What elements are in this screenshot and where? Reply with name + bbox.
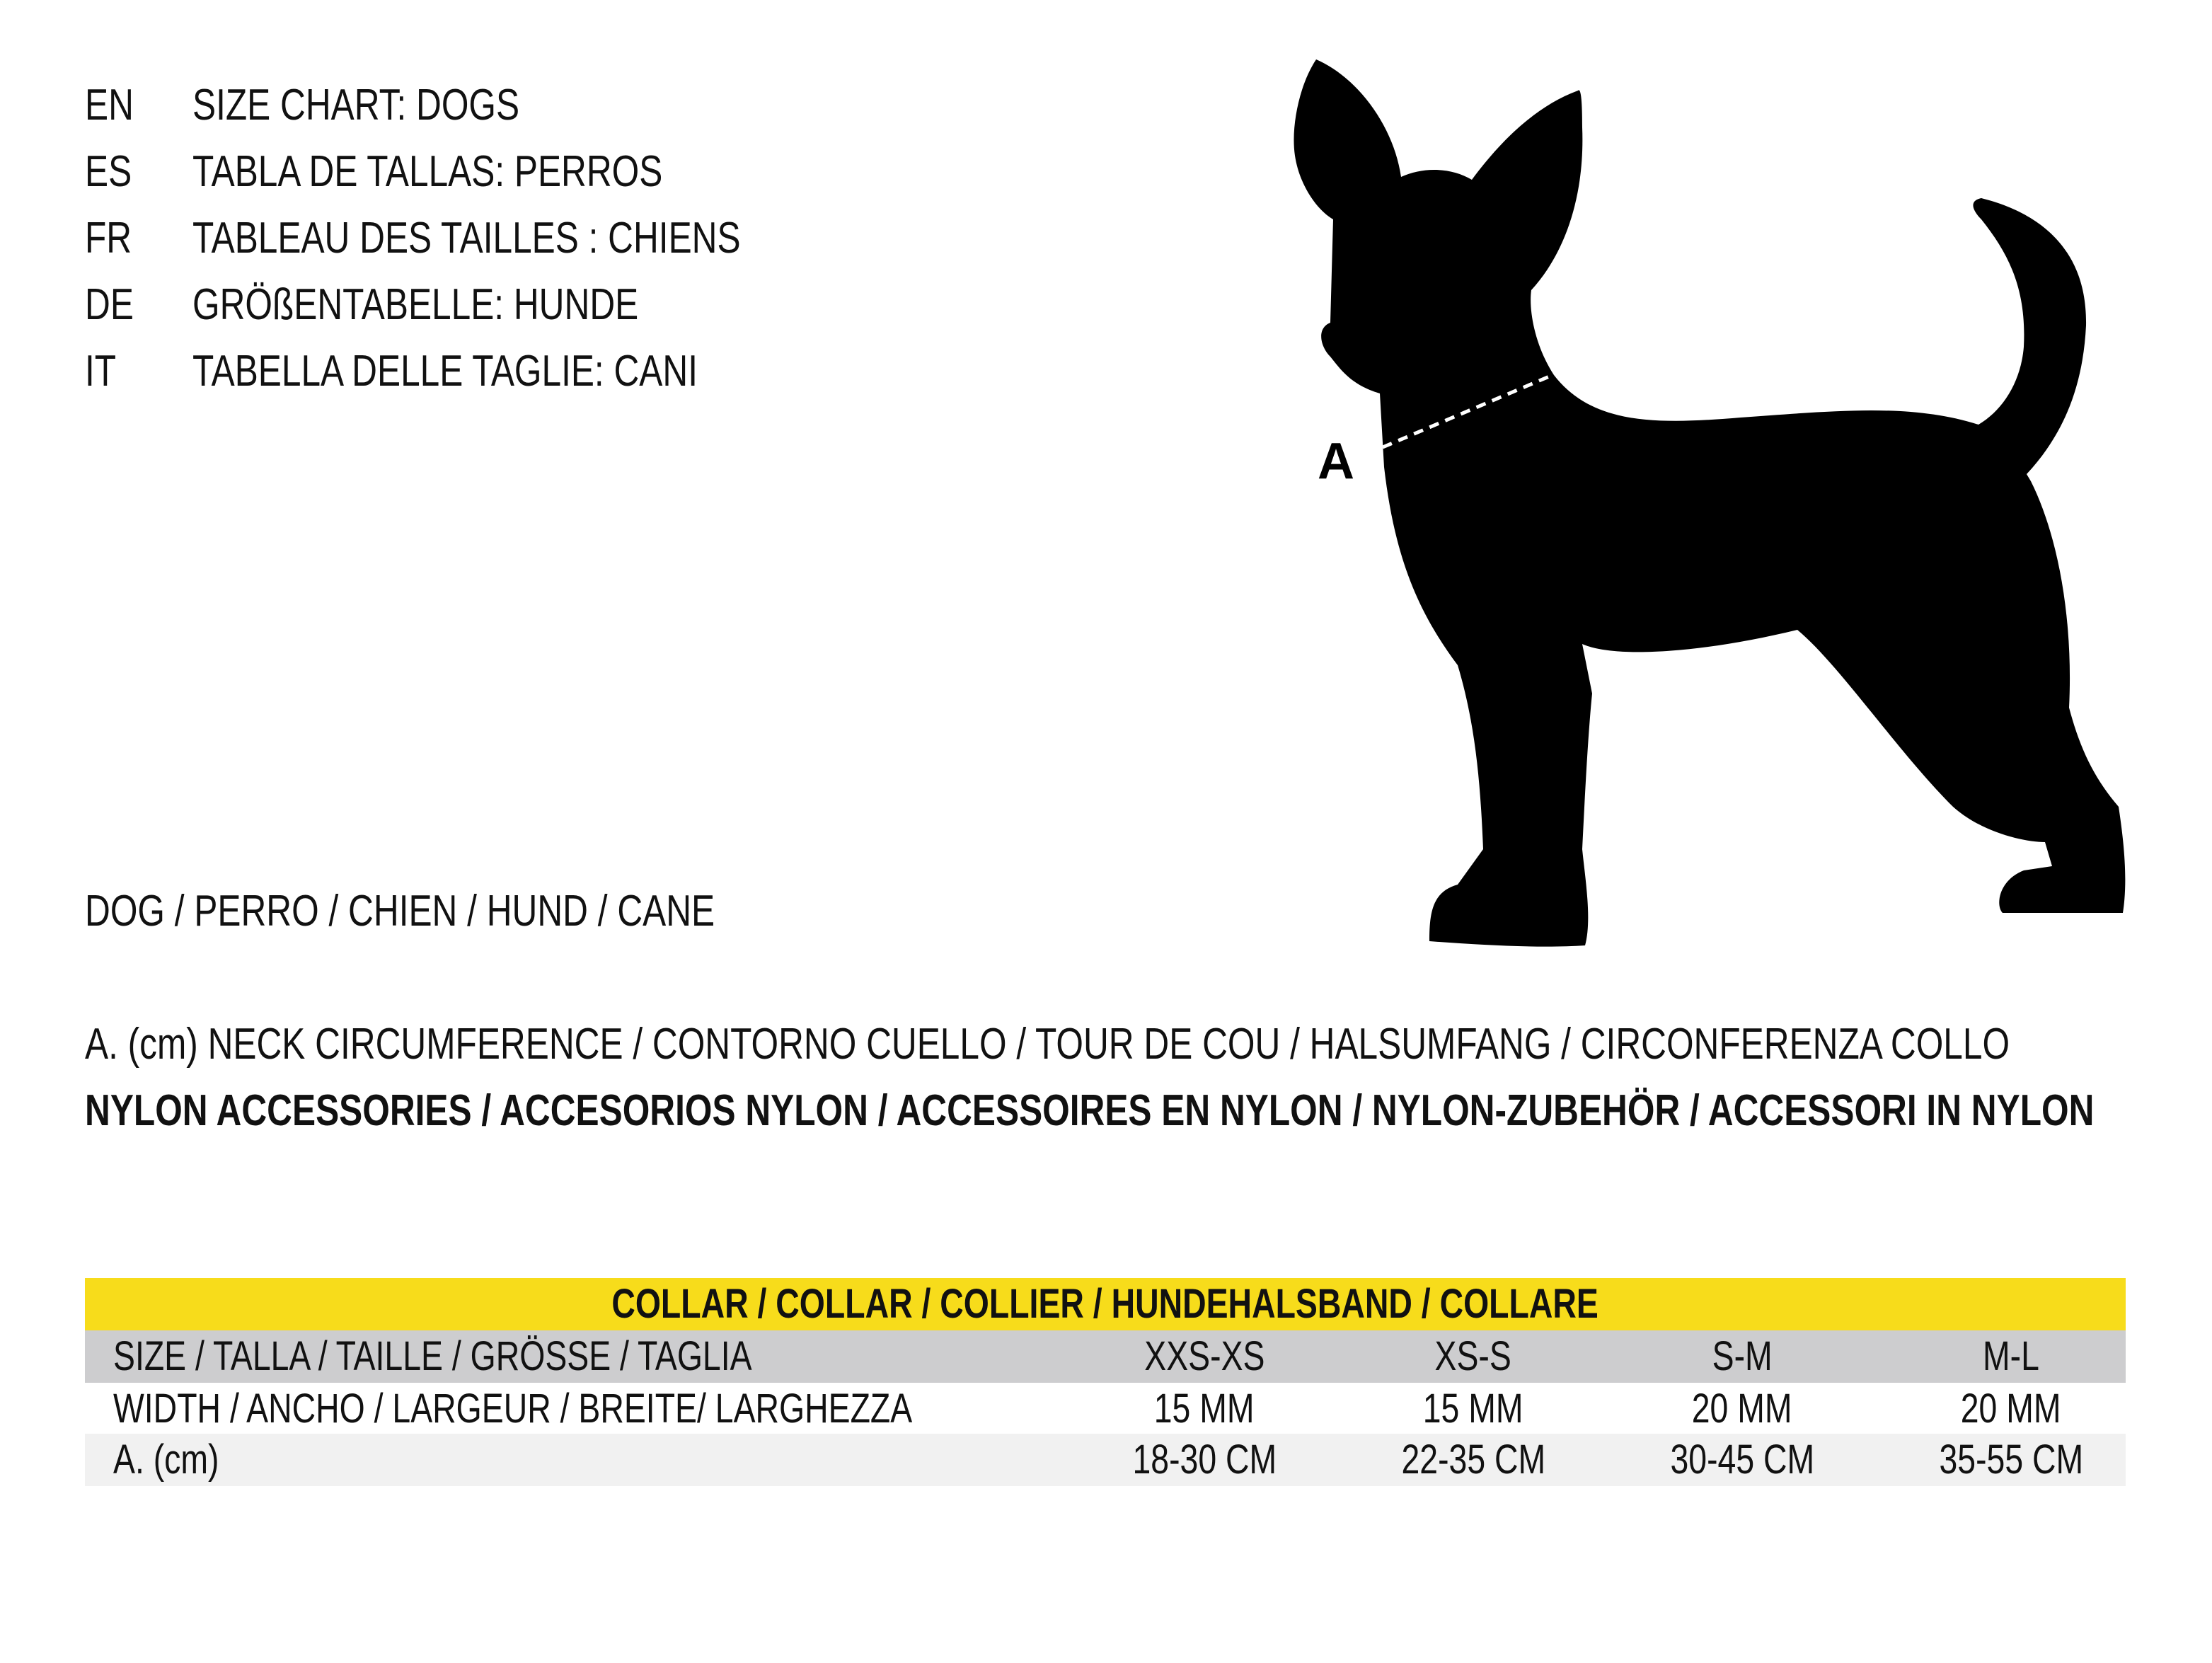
cell-value: 15 MM [1154, 1386, 1255, 1432]
row-label: SIZE / TALLA / TAILLE / GRÖSSE / TAGLIA [113, 1333, 752, 1379]
cell-value: M-L [1983, 1333, 2039, 1379]
measure-description: A. (cm) NECK CIRCUMFERENCE / CONTORNO CU… [85, 1023, 2212, 1066]
measure-description-text: A. (cm) NECK CIRCUMFERENCE / CONTORNO CU… [85, 1020, 2010, 1069]
lang-code: FR [85, 214, 132, 263]
dog-body [1294, 59, 2126, 947]
cell-value: 30-45 CM [1670, 1437, 1814, 1483]
lang-code: IT [85, 347, 117, 396]
table-row: A. (cm) 18-30 CM 22-35 CM 30-45 CM 35-55… [85, 1434, 2126, 1486]
lang-code: EN [85, 81, 134, 130]
dog-label: DOG / PERRO / CHIEN / HUND / CANE [85, 890, 872, 933]
table-row: SIZE / TALLA / TAILLE / GRÖSSE / TAGLIA … [85, 1330, 2126, 1383]
heading-title: TABLA DE TALLAS: PERROS [192, 147, 663, 196]
cell-value: 22-35 CM [1401, 1437, 1545, 1483]
table-title-row: COLLAR / COLLAR / COLLIER / HUNDEHALSBAN… [85, 1278, 2126, 1330]
row-label: A. (cm) [113, 1437, 219, 1483]
cell-value: 20 MM [1961, 1386, 2061, 1432]
row-label: WIDTH / ANCHO / LARGEUR / BREITE/ LARGHE… [113, 1386, 913, 1432]
cell-value: 15 MM [1423, 1386, 1523, 1432]
cell-value: 18-30 CM [1132, 1437, 1277, 1483]
table-row: WIDTH / ANCHO / LARGEUR / BREITE/ LARGHE… [85, 1383, 2126, 1435]
cell-value: XS-S [1434, 1333, 1512, 1379]
heading-title: GRÖßENTABELLE: HUNDE [192, 280, 639, 329]
lang-code: DE [85, 280, 134, 329]
cell-value: 35-55 CM [1939, 1437, 2083, 1483]
heading-title: TABLEAU DES TAILLES : CHIENS [192, 214, 741, 263]
cell-value: XXS-XS [1144, 1333, 1265, 1379]
neck-measure-line [1382, 373, 1553, 449]
table-title: COLLAR / COLLAR / COLLIER / HUNDEHALSBAN… [611, 1281, 1599, 1327]
cell-value: 20 MM [1692, 1386, 1792, 1432]
lang-code: ES [85, 147, 132, 196]
measure-label-a: A [1318, 433, 1354, 490]
heading-title: TABELLA DELLE TAGLIE: CANI [192, 347, 698, 396]
heading-title: SIZE CHART: DOGS [192, 81, 520, 130]
cell-value: S-M [1712, 1333, 1773, 1379]
material-text: NYLON ACCESSORIES / ACCESORIOS NYLON / A… [85, 1086, 2095, 1135]
material-line: NYLON ACCESSORIES / ACCESORIOS NYLON / A… [85, 1089, 2212, 1133]
dog-label-text: DOG / PERRO / CHIEN / HUND / CANE [85, 887, 715, 936]
